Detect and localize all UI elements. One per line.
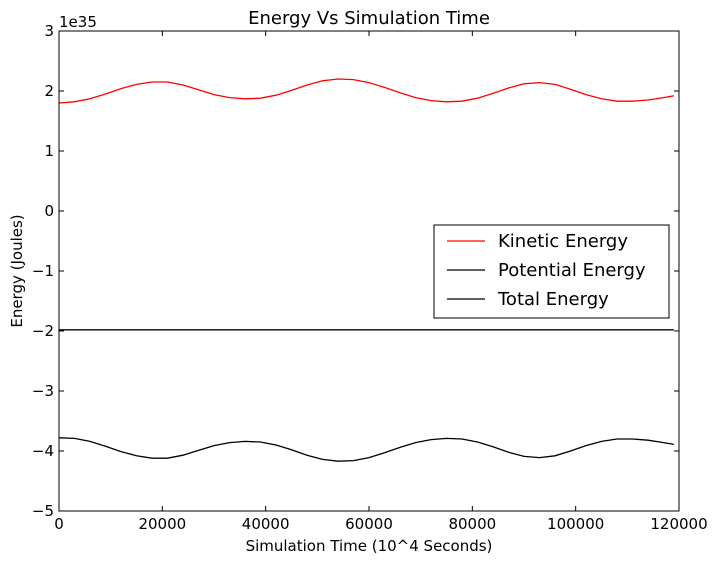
x-tick-label: 20000 <box>138 515 186 533</box>
y-tick-label: −4 <box>32 442 54 460</box>
x-tick-label: 0 <box>54 515 64 533</box>
y-tick-label: −2 <box>32 322 54 340</box>
series-line-kinetic-energy <box>58 78 674 104</box>
y-tick-label: −5 <box>32 502 54 520</box>
y-axis-label: Energy (Joules) <box>8 214 26 327</box>
x-axis-label: Simulation Time (10^4 Seconds) <box>246 537 493 555</box>
legend-label-kinetic-energy: Kinetic Energy <box>498 231 628 252</box>
legend-label-potential-energy: Potential Energy <box>498 260 646 281</box>
legend-label-total-energy: Total Energy <box>497 289 609 310</box>
x-tick-label: 60000 <box>345 515 393 533</box>
y-tick-label: 2 <box>44 82 54 100</box>
x-tick-label: 40000 <box>242 515 290 533</box>
plot-area <box>58 78 674 462</box>
x-tick-label: 80000 <box>448 515 496 533</box>
y-tick-label: −1 <box>32 262 54 280</box>
y-tick-label: −3 <box>32 382 54 400</box>
axis-ticks: 0 20000 40000 60000 80000 100000 120000 3 2 1 0 −1 −… <box>32 22 708 533</box>
y-tick-label: 3 <box>44 22 54 40</box>
y-tick-label: 1 <box>44 142 54 160</box>
x-tick-label: 120000 <box>650 515 707 533</box>
y-tick-label: 0 <box>44 202 54 220</box>
series-line-potential-energy <box>58 437 674 462</box>
legend: Kinetic Energy Potential Energy Total Ener… <box>433 224 670 319</box>
x-tick-label: 100000 <box>547 515 604 533</box>
y-offset-label: 1e35 <box>59 13 97 31</box>
chart-title: Energy Vs Simulation Time <box>248 8 490 29</box>
